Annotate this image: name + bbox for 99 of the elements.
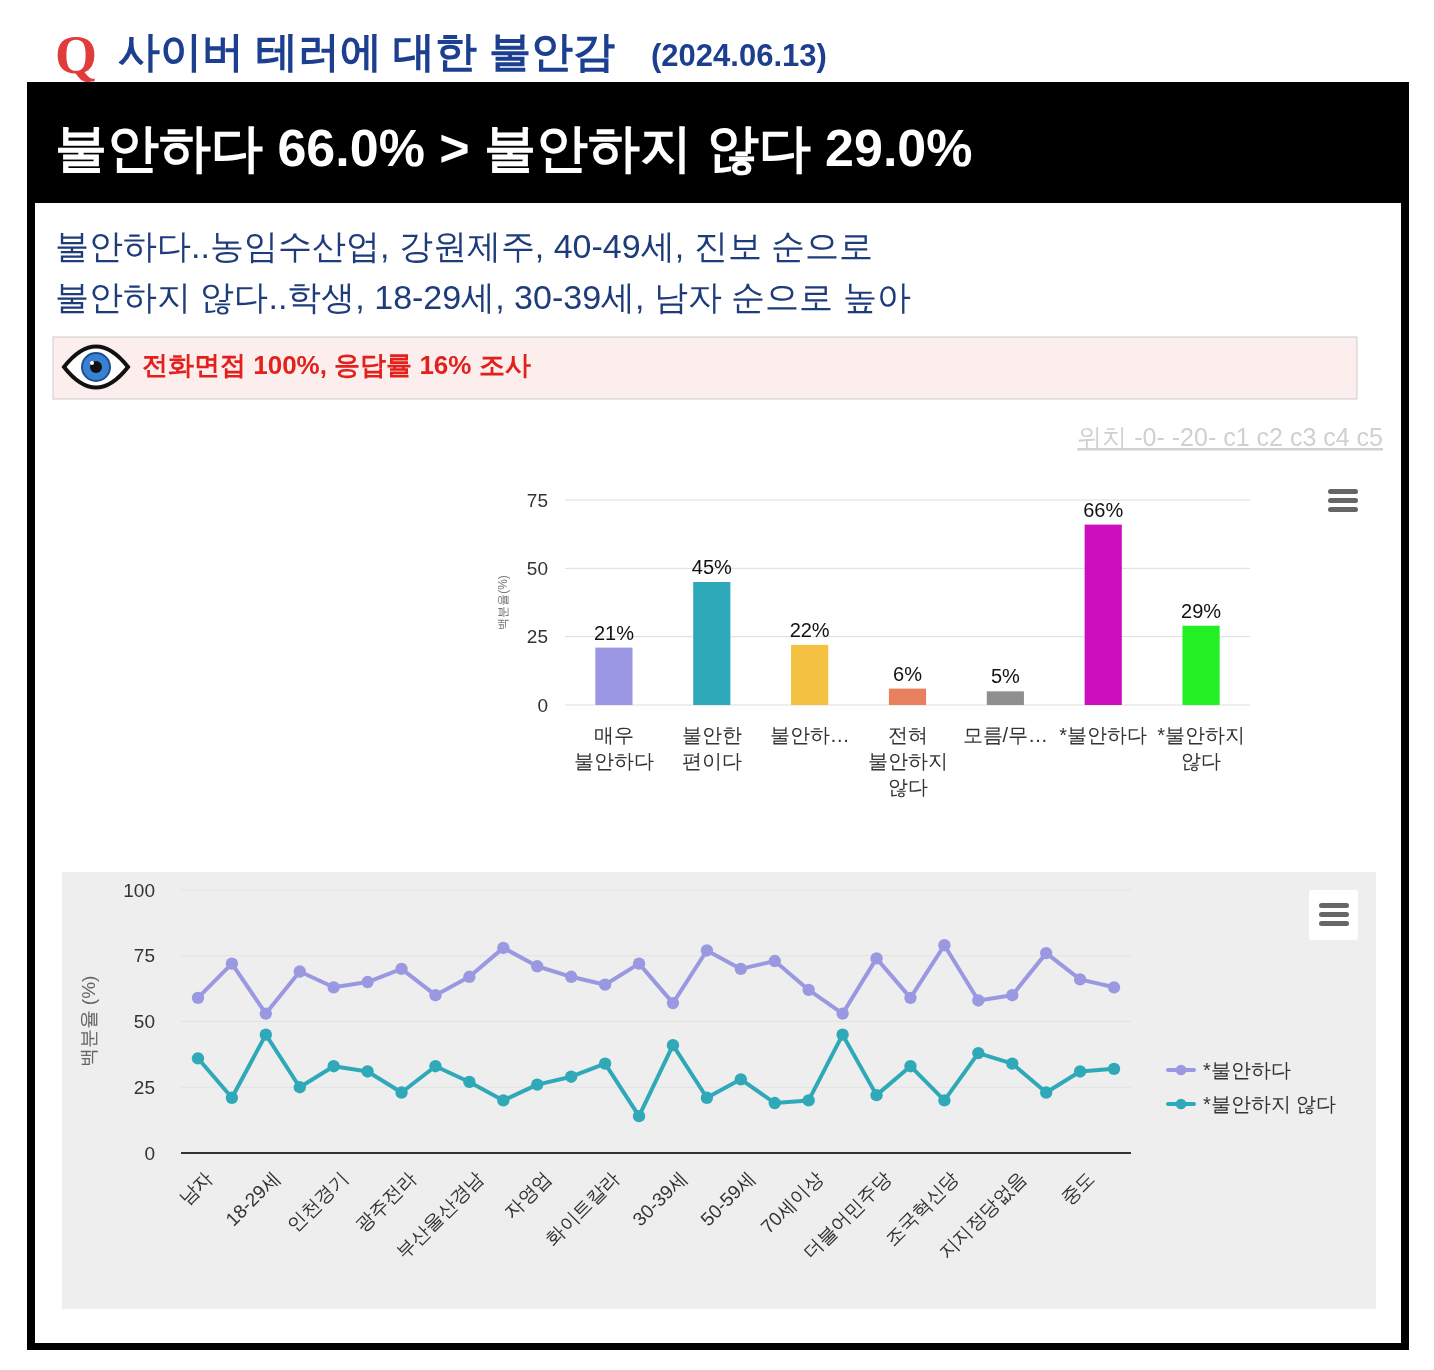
point	[497, 1094, 510, 1107]
point	[531, 1078, 544, 1091]
point	[259, 1007, 272, 1020]
point	[938, 1094, 951, 1107]
y-tick-label: 100	[123, 879, 155, 901]
text: (2024.06.13)	[651, 38, 827, 73]
point	[666, 996, 680, 1010]
text: 불안하다..농임수산업, 강원제주, 40-49세, 진보 순으로	[55, 227, 873, 265]
point	[565, 970, 578, 983]
point	[327, 1060, 340, 1073]
bar	[986, 691, 1024, 705]
point	[1040, 1086, 1053, 1099]
x-tick-label: *불안하지 않다	[1157, 724, 1245, 772]
point	[700, 944, 714, 957]
point	[632, 1110, 646, 1123]
data-label: 29%	[1181, 599, 1222, 622]
point	[700, 1091, 714, 1104]
point	[1073, 1065, 1087, 1078]
point	[802, 983, 815, 997]
point	[904, 991, 917, 1004]
legend-label: *불안하지 않다	[1203, 1093, 1337, 1115]
point	[972, 1046, 985, 1060]
data-label: 5%	[990, 665, 1021, 688]
point	[768, 1096, 781, 1110]
y-tick-label: 75	[526, 489, 548, 511]
bar	[1084, 524, 1122, 705]
x-tick-label: 모름/무…	[962, 724, 1049, 746]
point	[598, 1057, 612, 1070]
point	[395, 962, 408, 976]
bar	[595, 647, 633, 705]
point	[225, 957, 239, 970]
data-label: 45%	[691, 556, 733, 578]
point	[904, 1060, 917, 1073]
legend-label: *불안하다	[1203, 1059, 1291, 1081]
point	[361, 975, 374, 989]
x-tick-label: 불안한 편이다	[681, 724, 742, 772]
data-label: 22%	[789, 618, 830, 641]
point	[1040, 946, 1053, 960]
point	[938, 939, 951, 952]
point	[1006, 1057, 1019, 1070]
point	[972, 994, 985, 1007]
point	[1006, 989, 1019, 1002]
bar	[888, 688, 927, 705]
y-tick-label: 0	[144, 1142, 155, 1164]
x-tick-label: 전혀 불안하지 않다	[867, 724, 948, 798]
text: Q	[55, 25, 98, 85]
chart-title: 사이버 테러에 대한 불안감	[118, 28, 616, 75]
point	[293, 965, 306, 978]
y-axis-title: 백분율 (%)	[78, 975, 99, 1068]
y-axis-title: 백분율(%)	[496, 575, 510, 630]
point	[836, 1028, 849, 1041]
point	[870, 952, 883, 965]
point	[225, 1091, 239, 1104]
point	[632, 957, 646, 970]
y-tick-label: 50	[133, 1011, 155, 1033]
chart-subtitle: 불안하다 66.0% > 불안하지 않다 29.0%	[55, 119, 973, 177]
point	[497, 941, 510, 955]
x-tick-label: 중도	[1056, 1167, 1099, 1210]
point	[293, 1081, 306, 1094]
point	[1073, 973, 1087, 986]
point	[802, 1094, 815, 1107]
y-tick-label: 25	[133, 1076, 155, 1098]
point	[531, 960, 544, 973]
point	[768, 954, 781, 968]
bar	[791, 644, 829, 705]
point	[463, 970, 476, 983]
point	[395, 1086, 408, 1099]
point	[259, 1028, 272, 1041]
point	[429, 989, 442, 1002]
point	[1107, 1062, 1121, 1076]
point	[734, 1073, 747, 1086]
y-tick-label: 25	[526, 626, 548, 648]
x-tick-label: *불안하다	[1059, 724, 1148, 746]
y-tick-label: 0	[537, 694, 548, 716]
point	[1107, 981, 1121, 994]
point	[565, 1070, 578, 1083]
point	[463, 1075, 476, 1089]
point	[327, 981, 340, 994]
data-label: 66%	[1083, 498, 1124, 521]
point	[361, 1065, 374, 1078]
x-tick-label: 매우 불안하다	[573, 724, 654, 772]
bar	[1182, 625, 1220, 705]
point	[666, 1039, 680, 1052]
x-tick-label: 불안하…	[769, 724, 850, 746]
point	[429, 1060, 442, 1073]
data-label: 21%	[593, 621, 635, 644]
text: 전화면접 100%, 응답률 16% 조사	[142, 350, 531, 380]
y-tick-label: 75	[133, 945, 155, 967]
point	[598, 978, 612, 991]
point	[836, 1007, 849, 1020]
point	[870, 1088, 883, 1102]
text: 불안하지 않다..학생, 18-29세, 30-39세, 남자 순으로 높아	[55, 278, 911, 316]
bar	[693, 582, 731, 705]
point	[191, 991, 205, 1004]
y-tick-label: 50	[526, 557, 548, 579]
x-tick-label: 남자	[174, 1167, 217, 1210]
data-label: 6%	[893, 662, 923, 685]
point	[734, 962, 747, 976]
point	[191, 1052, 205, 1065]
